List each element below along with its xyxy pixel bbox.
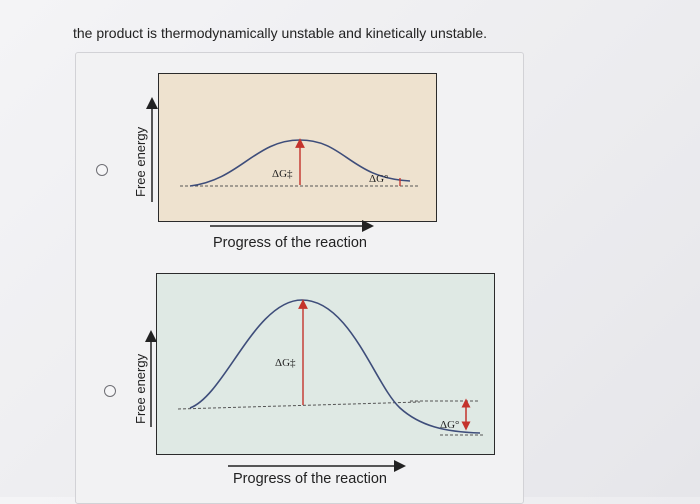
option-2-baseline-dashed [177,401,421,410]
option-2-delta-label: ΔG° [440,419,459,431]
option-2-radio[interactable] [104,385,116,397]
option-2-diagram-panel [156,273,495,455]
option-1-x-axis-label: Progress of the reaction [213,235,367,251]
option-1-radio[interactable] [96,164,108,176]
option-1-diagram-panel [158,73,437,222]
question-text: the product is thermodynamically unstabl… [73,25,488,41]
option-2-energy-curve [189,299,481,434]
option-1-delta-label: ΔG° [369,173,388,185]
option-2-x-axis-label: Progress of the reaction [233,471,387,487]
option-2-activation-label: ΔG‡ [275,357,296,369]
option-1-activation-label: ΔG‡ [272,168,293,180]
